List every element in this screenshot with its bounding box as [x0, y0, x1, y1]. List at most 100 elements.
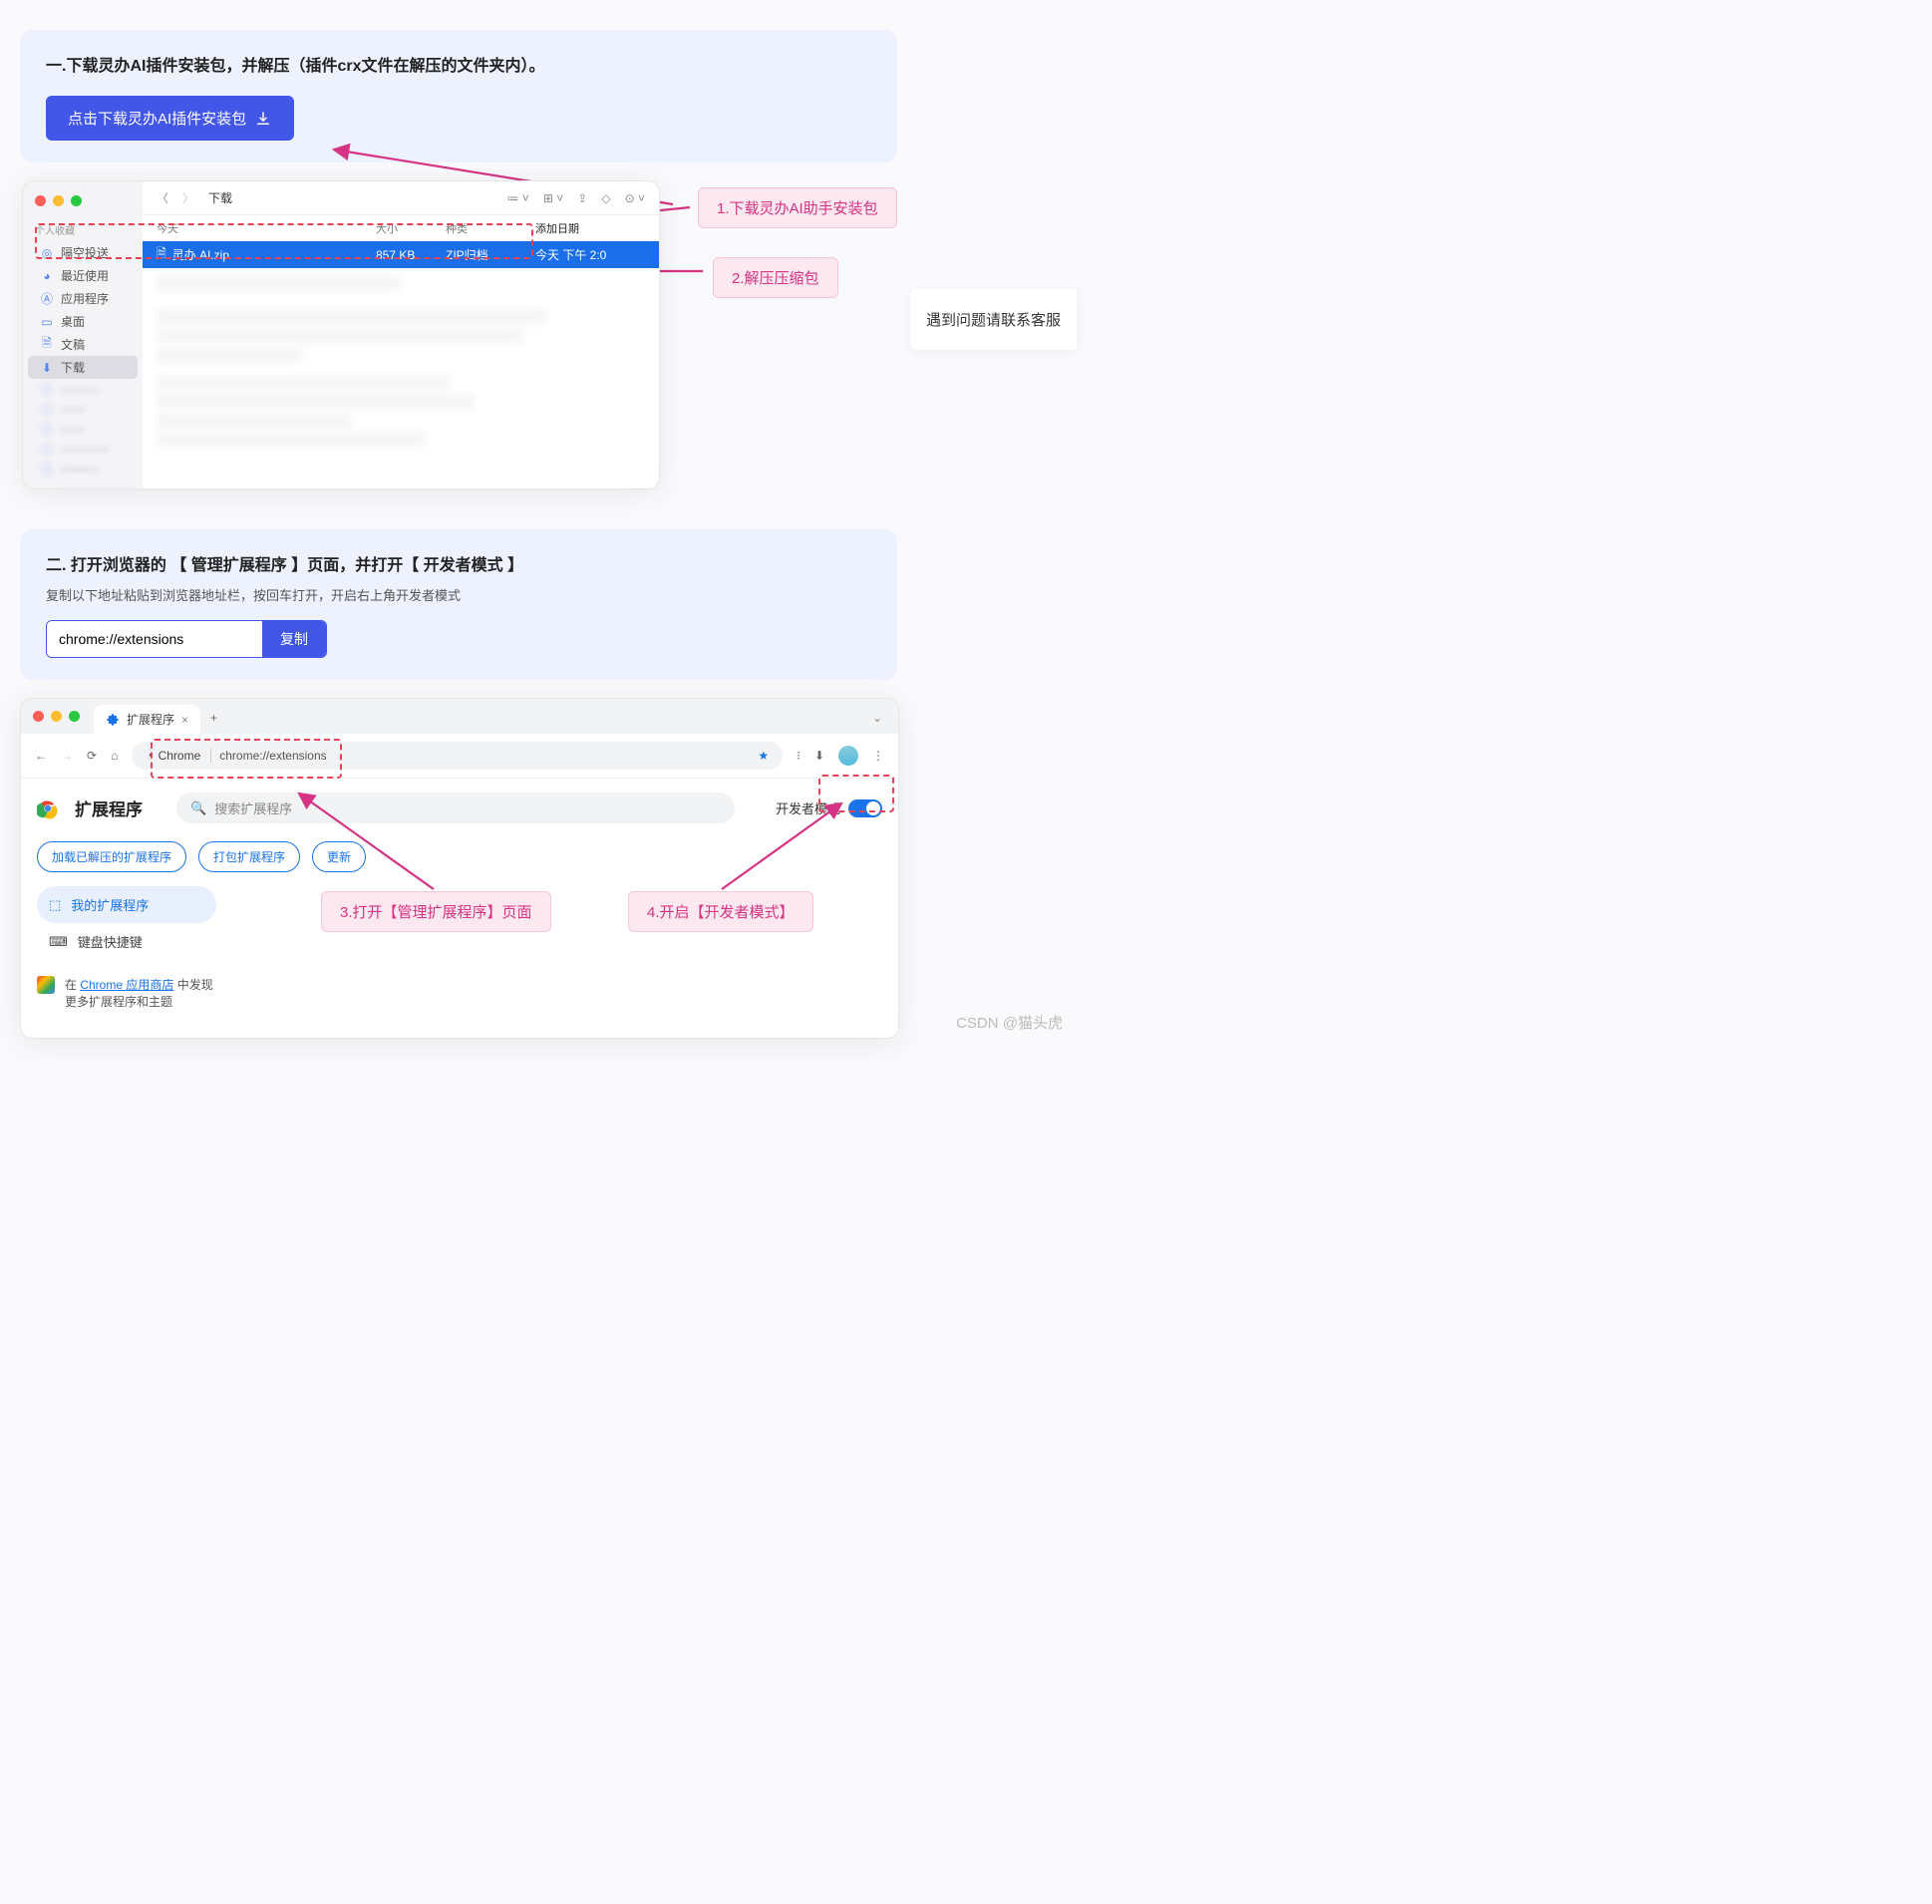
finder-column-headers: 今天 大小 种类 添加日期	[143, 215, 659, 241]
traffic-lights[interactable]	[31, 711, 84, 728]
chrome-toolbar: ← → ⟳ ⌂ ◔Chrome chrome://extensions ★ ⁝ …	[21, 734, 898, 779]
col-kind: 种类	[446, 220, 535, 236]
finder-title: 下载	[208, 189, 232, 206]
address-url: chrome://extensions	[219, 749, 326, 763]
sidebar-item-airdrop[interactable]: ◎隔空投送	[28, 241, 138, 264]
sidebar-item-blurred: ▢——	[28, 419, 138, 439]
download-button[interactable]: 点击下载灵办AI插件安装包	[46, 96, 294, 141]
expand-icon[interactable]: ⌄	[872, 711, 888, 729]
sidebar-item-blurred: ▢————	[28, 439, 138, 459]
tag-icon[interactable]: ◇	[601, 191, 610, 205]
step1-title: 一.下载灵办AI插件安装包，并解压（插件crx文件在解压的文件夹内）。	[46, 52, 871, 76]
finder-toolbar: 〈 〉 下载 ≔ ˅ ⊞ ˅ ⇪ ◇ ⊙ ˅	[143, 181, 659, 215]
developer-mode-row: 开发者模式	[776, 798, 882, 817]
store-prefix: 在	[65, 978, 80, 992]
copy-button[interactable]: 复制	[262, 621, 326, 657]
url-copy-row: 复制	[46, 620, 327, 658]
extensions-header: 扩展程序 🔍 搜索扩展程序 开发者模式	[37, 793, 882, 823]
traffic-lights[interactable]	[23, 191, 143, 218]
sidebar-item-blurred: ▢——	[28, 399, 138, 419]
chrome-chip: ◔Chrome	[146, 749, 211, 763]
help-card[interactable]: 遇到问题请联系客服	[910, 289, 1077, 350]
nav-shortcuts[interactable]: ⌨键盘快捷键	[37, 923, 216, 960]
star-icon[interactable]: ★	[758, 749, 769, 763]
keyboard-icon: ⌨	[49, 934, 68, 950]
extensions-search[interactable]: 🔍 搜索扩展程序	[176, 793, 735, 823]
store-note: 在 Chrome 应用商店 中发现 更多扩展程序和主题	[37, 976, 882, 1010]
watermark-text: CSDN @猫头虎	[956, 1012, 1063, 1033]
forward-icon[interactable]: 〉	[182, 189, 194, 206]
file-name: 灵办 AI.zip	[172, 246, 229, 263]
url-input[interactable]	[47, 621, 262, 657]
load-unpacked-button[interactable]: 加载已解压的扩展程序	[37, 841, 186, 872]
extensions-page-title: 扩展程序	[75, 795, 143, 820]
chrome-logo-icon	[37, 797, 59, 819]
extensions-actions: 加载已解压的扩展程序 打包扩展程序 更新	[37, 841, 882, 872]
chrome-window: 扩展程序 × + ⌄ ← → ⟳ ⌂ ◔Chrome chrome://exte…	[20, 698, 899, 1039]
download-icon	[254, 110, 272, 128]
store-line2: 更多扩展程序和主题	[65, 995, 172, 1009]
step2-card: 二. 打开浏览器的 【 管理扩展程序 】页面，并打开【 开发者模式 】 复制以下…	[20, 529, 897, 680]
finder-main: 〈 〉 下载 ≔ ˅ ⊞ ˅ ⇪ ◇ ⊙ ˅ 今天 大小 种类 添加日期 🗎 灵办…	[143, 181, 659, 488]
close-tab-icon[interactable]: ×	[181, 713, 188, 727]
sidebar-item-desktop[interactable]: ▭桌面	[28, 310, 138, 333]
extensions-side-nav: ⬚我的扩展程序 ⌨键盘快捷键	[37, 886, 216, 960]
sidebar-item-apps[interactable]: Ⓐ应用程序	[28, 287, 138, 310]
profile-icon[interactable]	[838, 746, 858, 766]
step2-subtitle: 复制以下地址粘贴到浏览器地址栏，按回车打开，开启右上角开发者模式	[46, 585, 871, 604]
chrome-webstore-link[interactable]: Chrome 应用商店	[80, 978, 173, 992]
downloads-icon[interactable]: ⬇	[814, 749, 824, 763]
update-button[interactable]: 更新	[312, 841, 366, 872]
file-row-selected[interactable]: 🗎 灵办 AI.zip 857 KB ZIP归档 今天 下午 2:0	[143, 241, 659, 268]
file-kind: ZIP归档	[446, 246, 535, 263]
chrome-tabstrip: 扩展程序 × + ⌄	[21, 699, 898, 734]
finder-sidebar: 个人收藏 ◎隔空投送 ◕最近使用 Ⓐ应用程序 ▭桌面 🗎文稿 ⬇下载 ▢——— …	[23, 181, 143, 488]
back-icon[interactable]: ←	[35, 749, 47, 763]
help-label: 遇到问题请联系客服	[926, 312, 1061, 329]
search-placeholder-text: 搜索扩展程序	[214, 798, 292, 817]
step2-title: 二. 打开浏览器的 【 管理扩展程序 】页面，并打开【 开发者模式 】	[46, 551, 871, 575]
zip-icon: 🗎	[157, 244, 166, 265]
finder-window: 个人收藏 ◎隔空投送 ◕最近使用 Ⓐ应用程序 ▭桌面 🗎文稿 ⬇下载 ▢——— …	[22, 180, 660, 489]
nav-my-extensions[interactable]: ⬚我的扩展程序	[37, 886, 216, 923]
sidebar-section-label: 个人收藏	[23, 218, 143, 241]
sidebar-item-recents[interactable]: ◕最近使用	[28, 264, 138, 287]
reload-icon[interactable]: ⟳	[87, 749, 97, 763]
sidebar-item-downloads[interactable]: ⬇下载	[28, 356, 138, 379]
home-icon[interactable]: ⌂	[111, 749, 118, 763]
sidebar-item-documents[interactable]: 🗎文稿	[28, 333, 138, 356]
action-icon[interactable]: ⊙ ˅	[625, 191, 645, 205]
grid-icon[interactable]: ⊞ ˅	[543, 191, 563, 205]
sidebar-item-blurred: ▢———	[28, 379, 138, 399]
back-icon[interactable]: 〈	[157, 189, 168, 206]
file-date: 今天 下午 2:0	[535, 246, 645, 263]
annotation-1: 1.下载灵办AI助手安装包	[698, 187, 897, 228]
address-bar[interactable]: ◔Chrome chrome://extensions ★	[132, 742, 783, 770]
extensions-icon[interactable]: ⁝	[797, 749, 801, 763]
share-icon[interactable]: ⇪	[577, 191, 587, 205]
menu-icon[interactable]: ⋮	[872, 749, 884, 763]
chrome-body: 扩展程序 🔍 搜索扩展程序 开发者模式 加载已解压的扩展程序 打包扩展程序 更新…	[21, 779, 898, 1038]
col-size: 大小	[376, 220, 446, 236]
store-suffix: 中发现	[173, 978, 212, 992]
pack-extension-button[interactable]: 打包扩展程序	[198, 841, 300, 872]
step1-card: 一.下载灵办AI插件安装包，并解压（插件crx文件在解压的文件夹内）。 点击下载…	[20, 30, 897, 162]
blurred-rows	[143, 268, 659, 461]
file-size: 857 KB	[376, 248, 446, 262]
tab-label: 扩展程序	[127, 711, 174, 728]
col-name: 今天	[157, 220, 376, 236]
package-icon: ⬚	[49, 897, 61, 913]
download-button-label: 点击下载灵办AI插件安装包	[68, 108, 246, 129]
new-tab-icon[interactable]: +	[210, 711, 217, 729]
annotation-2: 2.解压压缩包	[713, 257, 838, 298]
dev-mode-toggle[interactable]	[848, 799, 882, 817]
forward-icon[interactable]: →	[61, 749, 73, 763]
list-view-icon[interactable]: ≔ ˅	[507, 191, 529, 205]
search-icon: 🔍	[190, 800, 206, 816]
extension-icon	[106, 713, 120, 727]
webstore-icon	[37, 976, 55, 994]
browser-tab[interactable]: 扩展程序 ×	[94, 705, 200, 734]
sidebar-item-blurred: ▢———	[28, 459, 138, 478]
dev-mode-label: 开发者模式	[776, 798, 840, 817]
col-added: 添加日期	[535, 220, 645, 236]
